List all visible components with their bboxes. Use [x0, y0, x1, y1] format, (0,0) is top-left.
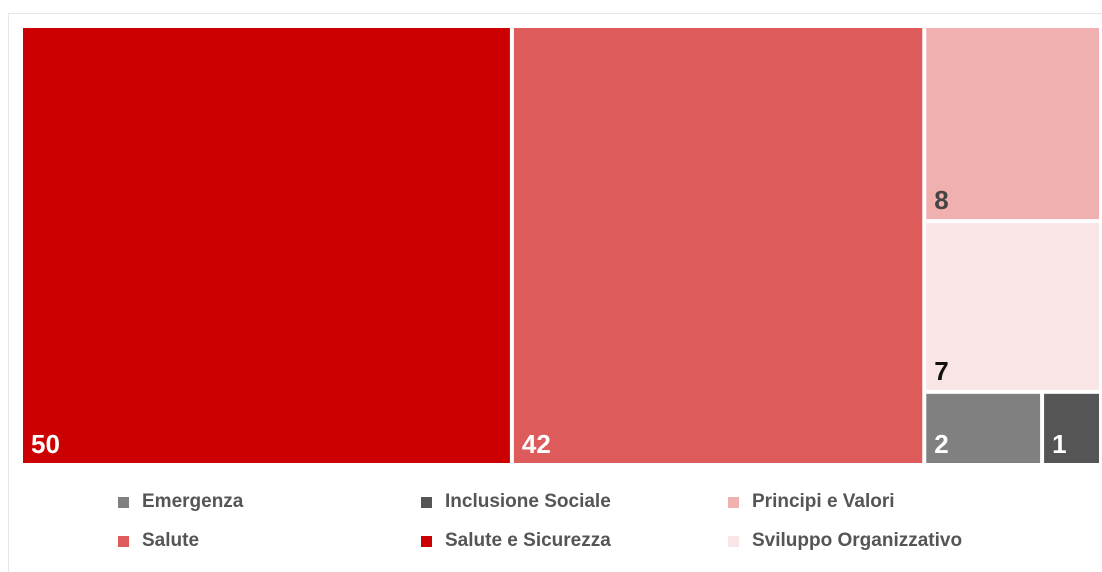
treemap-value-label-emergenza: 2	[934, 429, 948, 459]
treemap-cell-salute[interactable]	[513, 28, 923, 463]
treemap-value-label-inclusione-sociale: 1	[1052, 429, 1066, 459]
chart-legend: Emergenza Inclusione Sociale Principi e …	[0, 484, 1102, 560]
legend-item-emergenza[interactable]: Emergenza	[118, 490, 243, 514]
treemap-cell-salute-e-sicurezza[interactable]	[23, 28, 510, 463]
legend-swatch	[421, 535, 432, 547]
legend-item-inclusione-sociale[interactable]: Inclusione Sociale	[421, 490, 611, 514]
legend-label: Sviluppo Organizzativo	[752, 530, 963, 551]
treemap-value-label-salute-e-sicurezza: 50	[31, 429, 60, 459]
legend-item-sviluppo-organizzativo[interactable]: Sviluppo Organizzativo	[728, 529, 962, 553]
legend-item-salute[interactable]: Salute	[118, 529, 199, 553]
legend-label: Inclusione Sociale	[445, 491, 611, 512]
legend-label: Principi e Valori	[752, 491, 895, 512]
treemap-cell-sviluppo-organizzativo[interactable]	[926, 223, 1099, 390]
legend-swatch	[728, 535, 739, 547]
legend-swatch	[728, 496, 739, 508]
legend-label: Salute e Sicurezza	[445, 530, 611, 551]
treemap-value-label-sviluppo-organizzativo: 7	[934, 356, 948, 386]
chart-frame-top-border	[8, 13, 1102, 14]
legend-swatch	[118, 496, 129, 508]
treemap-value-label-salute: 42	[522, 429, 551, 459]
legend-item-salute-e-sicurezza[interactable]: Salute e Sicurezza	[421, 529, 611, 553]
legend-item-principi-e-valori[interactable]: Principi e Valori	[728, 490, 895, 514]
legend-swatch	[421, 496, 432, 508]
treemap-cell-inclusione-sociale[interactable]	[1044, 393, 1099, 463]
legend-label: Salute	[142, 530, 200, 551]
treemap-value-label-principi-e-valori: 8	[934, 185, 948, 215]
chart-frame-left-border	[8, 13, 9, 572]
legend-swatch	[118, 535, 129, 547]
treemap-cell-emergenza[interactable]	[926, 393, 1041, 463]
legend-label: Emergenza	[142, 491, 244, 512]
treemap-chart: 50 42 8 7 2 1	[23, 28, 1099, 463]
treemap-cell-principi-e-valori[interactable]	[926, 28, 1099, 220]
